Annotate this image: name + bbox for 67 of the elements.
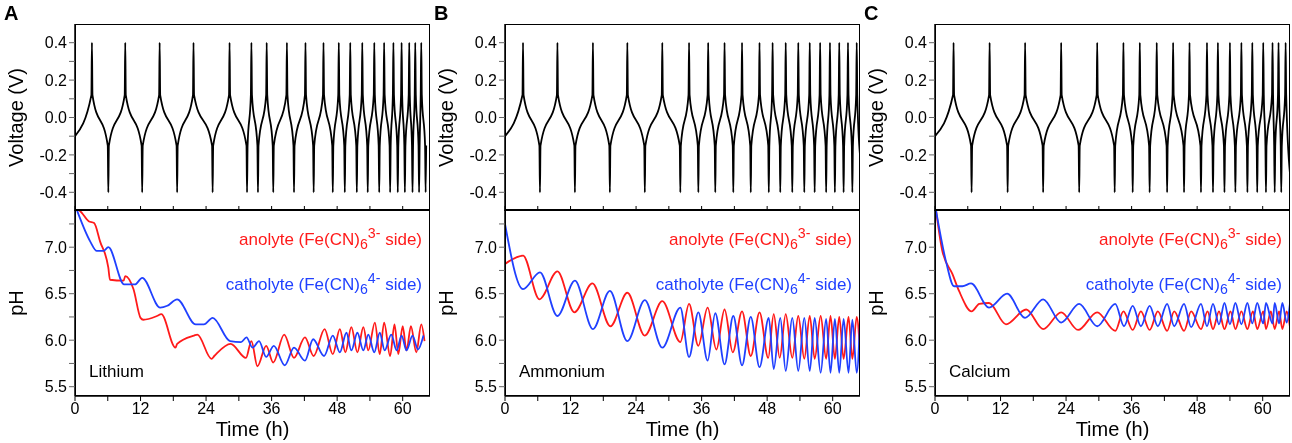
x-tick-label: 60 <box>823 400 842 418</box>
x-tick-label: 24 <box>1057 400 1076 418</box>
y-tick-label: -0.2 <box>899 146 928 164</box>
y-tick-label: 5.5 <box>904 378 928 396</box>
x-tick-label: 48 <box>758 400 777 418</box>
chart-title: B <box>434 2 449 25</box>
y-tick-label: 0.0 <box>904 109 928 127</box>
x-tick-label: 12 <box>561 400 580 418</box>
annotation: Calcium <box>949 362 1011 382</box>
annotation: Lithium <box>89 362 144 382</box>
y-tick-label: 0.2 <box>904 71 928 89</box>
series-label: catholyte (Fe(CN)$_{6}$$^{4-}$ side) <box>225 269 422 300</box>
y-tick-label: 6.5 <box>44 285 68 303</box>
x-tick-label: 60 <box>1253 400 1272 418</box>
y-tick-label: 0.4 <box>474 34 498 52</box>
x-tick-label: 12 <box>131 400 150 418</box>
x-tick-label: 36 <box>262 400 281 418</box>
y-tick-label: 0.2 <box>44 71 68 89</box>
x-tick-label: 0 <box>500 400 510 418</box>
y-tick-label: 5.5 <box>44 378 68 396</box>
x-tick-label: 48 <box>328 400 347 418</box>
y-tick-label: 7.0 <box>904 238 928 256</box>
y-tick-label: 6.0 <box>904 331 928 349</box>
y-tick-label: 0.0 <box>44 109 68 127</box>
x-axis-title: Time (h) <box>645 418 720 440</box>
y-tick-label: 7.0 <box>474 238 498 256</box>
y-axis-title: Voltage (V) <box>435 68 458 167</box>
y-tick-label: -0.2 <box>469 146 498 164</box>
chart-title: A <box>4 2 19 25</box>
y-tick-label: 6.5 <box>474 285 498 303</box>
y-tick-label: -0.2 <box>39 146 68 164</box>
x-tick-label: 60 <box>393 400 412 418</box>
y-tick-label: 5.5 <box>474 378 498 396</box>
x-tick-label: 24 <box>627 400 646 418</box>
x-tick-label: 36 <box>692 400 711 418</box>
y-axis-title: pH <box>435 290 458 316</box>
x-tick-label: 0 <box>70 400 80 418</box>
series-label: catholyte (Fe(CN)$_{6}$$^{4-}$ side) <box>1085 269 1282 300</box>
y-tick-label: -0.4 <box>469 183 498 201</box>
x-tick-label: 36 <box>1122 400 1141 418</box>
y-tick-label: 0.4 <box>44 34 68 52</box>
y-tick-label: 7.0 <box>44 238 68 256</box>
y-tick-label: 6.5 <box>904 285 928 303</box>
chart-title: C <box>864 2 879 25</box>
annotation: Ammonium <box>519 362 605 382</box>
text: anolyte (Fe(CN)$_{6}$$^{3-}$ side) <box>238 224 422 255</box>
line-series <box>505 254 860 360</box>
x-axis-title: Time (h) <box>1075 418 1150 440</box>
y-tick-label: 6.0 <box>474 331 498 349</box>
x-axis-title: Time (h) <box>215 418 290 440</box>
y-axis-title: pH <box>5 290 28 316</box>
y-tick-label: -0.4 <box>39 183 68 201</box>
x-tick-label: 24 <box>197 400 216 418</box>
y-tick-label: 6.0 <box>44 331 68 349</box>
y-axis-title: pH <box>865 290 888 316</box>
x-tick-label: 0 <box>930 400 940 418</box>
y-tick-label: 0.0 <box>474 109 498 127</box>
y-axis-title: Voltage (V) <box>865 68 888 167</box>
text: anolyte (Fe(CN)$_{6}$$^{3-}$ side) <box>668 224 852 255</box>
x-tick-label: 48 <box>1188 400 1207 418</box>
text: anolyte (Fe(CN)$_{6}$$^{3-}$ side) <box>1098 224 1282 255</box>
y-tick-label: -0.4 <box>899 183 928 201</box>
series-label: catholyte (Fe(CN)$_{6}$$^{4-}$ side) <box>655 269 852 300</box>
x-tick-label: 12 <box>991 400 1010 418</box>
y-axis-title: Voltage (V) <box>5 68 28 167</box>
y-tick-label: 0.4 <box>904 34 928 52</box>
y-tick-label: 0.2 <box>474 71 498 89</box>
